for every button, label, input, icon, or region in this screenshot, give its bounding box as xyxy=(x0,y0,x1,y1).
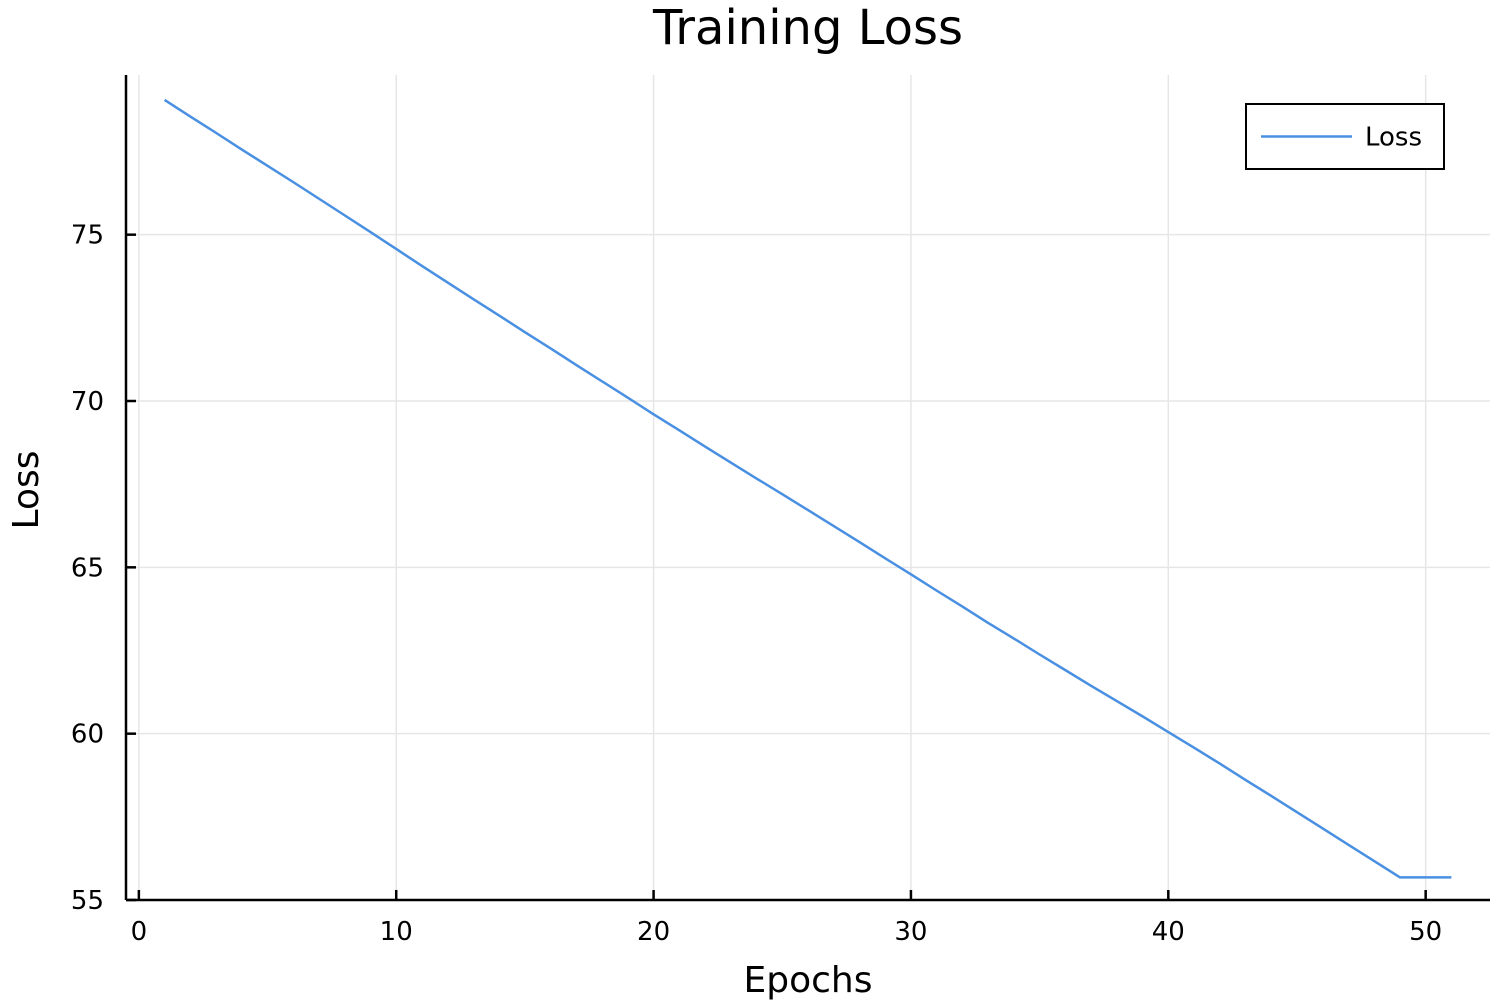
x-tick-label: 10 xyxy=(380,917,413,947)
chart-title: Training Loss xyxy=(652,0,963,56)
y-tick-label: 55 xyxy=(71,886,104,916)
y-axis-title: Loss xyxy=(6,451,47,530)
y-tick-label: 75 xyxy=(71,221,104,251)
y-tick-label: 60 xyxy=(71,720,104,750)
y-tick-label: 65 xyxy=(71,553,104,583)
axes xyxy=(124,75,1490,902)
legend: Loss xyxy=(1245,103,1445,170)
grid-lines xyxy=(126,75,1490,901)
x-axis-title: Epochs xyxy=(744,960,873,1001)
legend-label: Loss xyxy=(1365,123,1422,153)
tick-marks: 0 10 20 30 40 50 55 60 65 70 75 xyxy=(71,221,1442,947)
x-tick-label: 30 xyxy=(894,917,927,947)
x-tick-label: 20 xyxy=(637,917,670,947)
plot-area xyxy=(163,98,1452,879)
y-tick-label: 70 xyxy=(71,387,104,417)
x-tick-label: 0 xyxy=(131,917,148,947)
x-tick-label: 50 xyxy=(1409,917,1442,947)
x-tick-label: 40 xyxy=(1152,917,1185,947)
series-line-loss xyxy=(163,98,1452,879)
